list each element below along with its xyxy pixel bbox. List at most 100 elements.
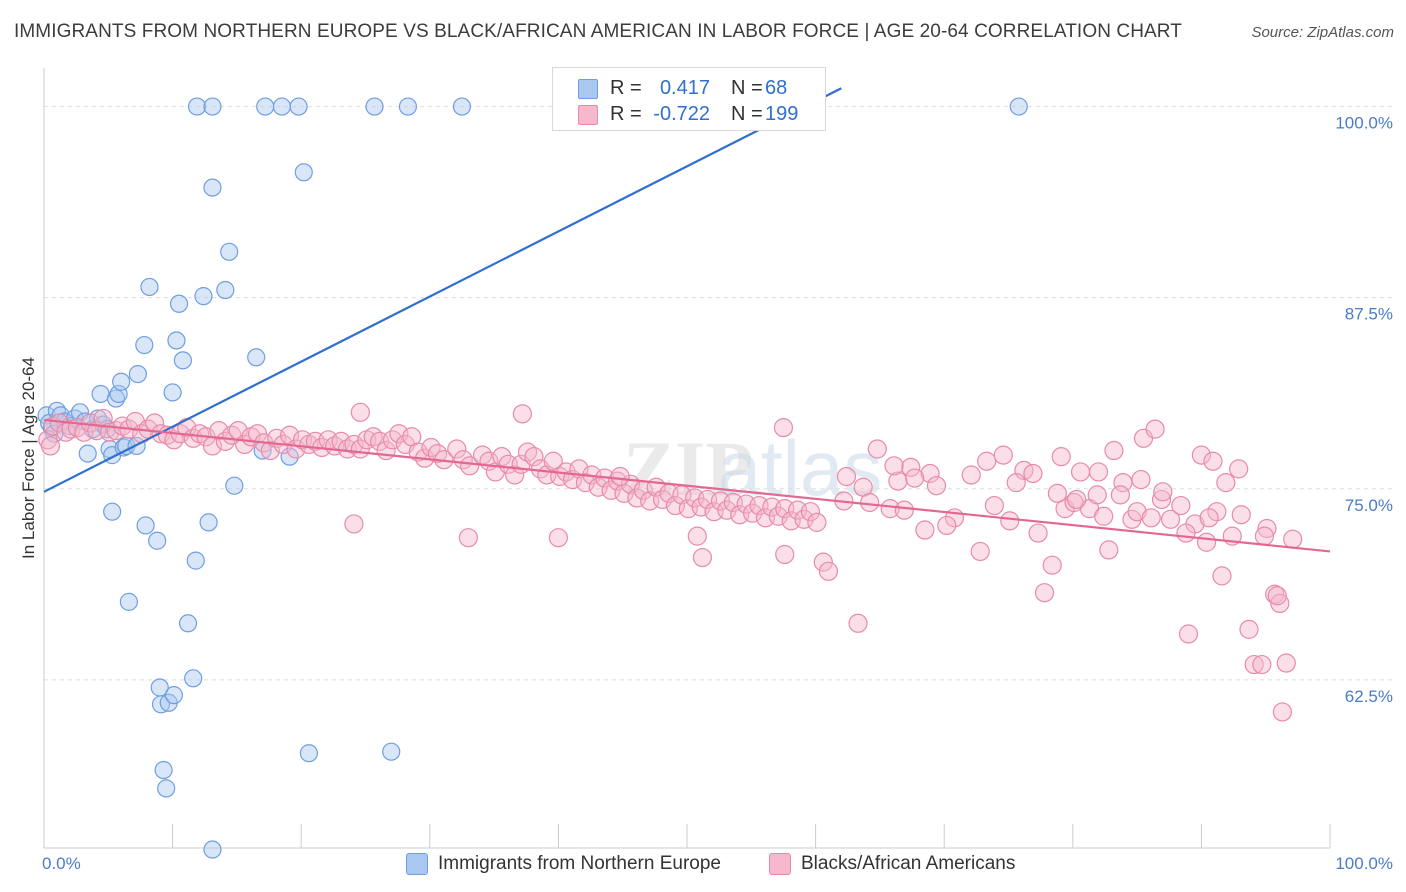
data-point [128,364,147,384]
data-point [203,97,222,116]
data-point [1239,619,1259,639]
y-axis-title: In Labor Force | Age 20-64 [19,357,38,559]
data-point [167,331,186,350]
data-point [178,614,198,633]
legend-swatch-pink [769,853,791,875]
legend-row-black-african-american: R = -0.722 N = 199 [553,100,825,128]
data-point [1009,97,1028,116]
data-point [1203,451,1223,471]
data-point [1176,523,1196,543]
y-tick-label: 62.5% [1345,687,1393,706]
x-tick-label: 0.0% [42,854,81,873]
data-point [505,465,525,485]
data-point [1153,482,1173,502]
data-point [773,418,794,438]
data-point [848,613,868,633]
watermark: ZIP atlas [623,424,882,512]
tick-labels: 62.5% 75.0% 87.5% 100.0% 0.0% 100.0% [42,114,1393,873]
chart-title: IMMIGRANTS FROM NORTHERN EUROPE VS BLACK… [14,21,1182,42]
data-point [1070,462,1091,482]
r-value: 0.417 [659,77,710,99]
data-point [1276,653,1296,673]
trend-lines [43,87,1331,553]
y-tick-label: 87.5% [1345,305,1393,324]
legend-swatch-blue [578,79,598,99]
data-point [1216,473,1236,493]
source-label: Source: ZipAtlas.com [1251,24,1394,41]
data-point [1178,624,1199,644]
data-point [40,436,61,456]
data-point [1042,555,1062,575]
data-point [1231,505,1251,525]
data-point [294,163,313,182]
data-point [1160,509,1181,529]
data-point [1267,586,1287,606]
data-point [169,294,189,313]
data-point [289,97,308,116]
data-point [1087,485,1107,505]
data-point [905,468,925,488]
data-point [1171,495,1191,516]
data-point [398,97,418,116]
data-point [299,744,319,763]
data-point [742,503,763,523]
data-point [1088,462,1109,482]
data-point [186,551,205,570]
series-legend: Immigrants from Northern Europe Blacks/A… [0,851,1406,879]
data-point [926,476,947,496]
data-point [119,592,138,611]
data-point [894,500,914,520]
svg-text:ZIP: ZIP [623,425,753,512]
data-point [1000,511,1020,531]
data-point [365,97,384,116]
legend-row-northern-europe: R = 0.417 N = 68 [553,74,825,102]
data-point [915,520,935,540]
data-point [691,497,711,517]
data-point [148,531,167,550]
data-point [937,515,957,536]
data-point [1131,469,1151,490]
data-point [524,447,544,467]
data-point [154,760,173,780]
data-point [173,351,192,370]
data-point [993,445,1013,465]
data-point [209,421,229,441]
r-label: R = [610,77,642,99]
data-point [610,466,630,487]
data-point [1196,532,1217,552]
data-point [164,686,183,705]
data-point [813,552,833,572]
data-point [920,463,940,484]
data-point [970,541,990,562]
data-point [1229,459,1249,479]
data-point [1207,502,1227,522]
data-point [216,280,235,300]
y-tick-label: 100.0% [1335,114,1393,133]
data-point [280,447,299,466]
data-point [1023,463,1043,484]
data-point [452,97,472,116]
data-point [961,465,981,485]
data-point [692,547,713,568]
data-point [187,97,207,116]
data-point [1145,419,1165,439]
data-point [1270,593,1290,614]
data-point [1051,447,1071,467]
data-point [78,444,97,463]
data-point [112,372,131,391]
axes [43,68,1331,849]
data-point [548,528,569,548]
data-point [1272,702,1293,722]
n-value: 199 [765,103,799,125]
data-point [818,561,839,581]
data-point [1252,654,1272,675]
n-value: 68 [765,77,788,99]
data-point [247,348,266,367]
data-point [1244,654,1264,675]
data-point [867,439,887,459]
data-point [135,335,154,355]
data-point [1191,445,1212,465]
data-point [350,402,370,422]
data-point [901,457,921,477]
data-point [880,499,900,519]
